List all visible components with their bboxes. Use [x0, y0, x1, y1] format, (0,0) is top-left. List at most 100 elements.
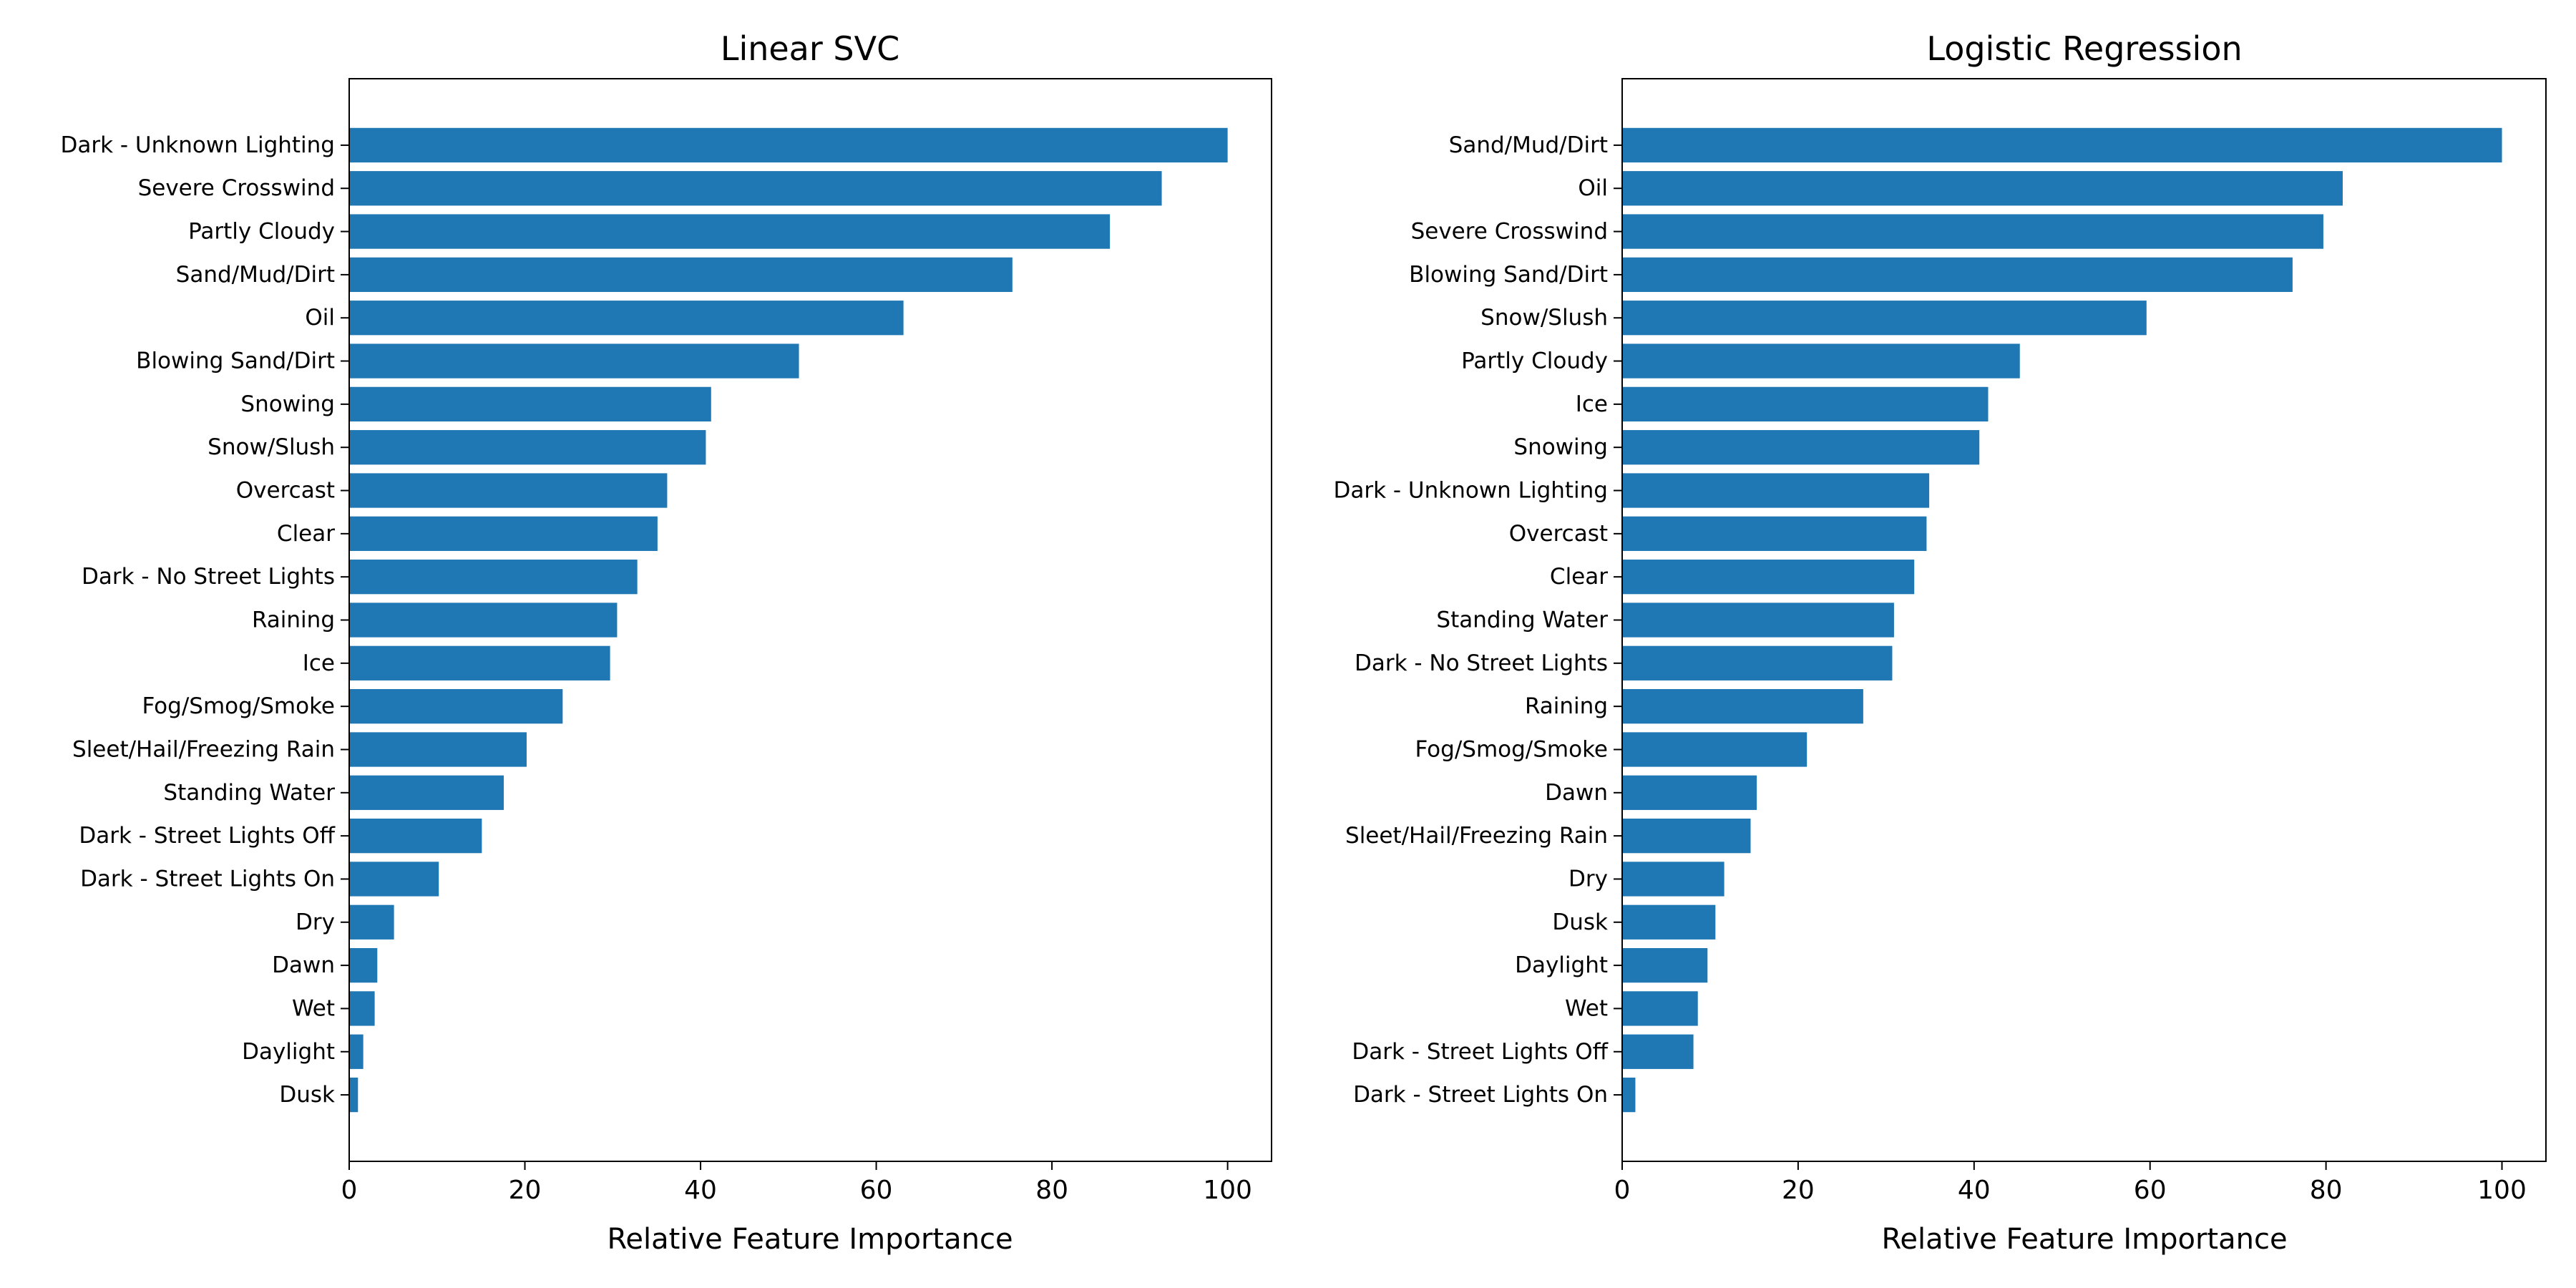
plot-frame: [1621, 78, 2547, 1162]
x-tick-label: 100: [1203, 1176, 1252, 1205]
bar: [1622, 862, 1724, 897]
bar: [349, 991, 375, 1026]
bar: [1622, 991, 1698, 1026]
y-tick-label: Blowing Sand/Dirt: [136, 348, 335, 374]
y-tick-label: Dusk: [279, 1082, 335, 1108]
chart-panel-linear-svc: Linear SVC Relative Feature Importance D…: [60, 29, 1272, 1256]
y-tick-label: Daylight: [1515, 952, 1608, 978]
y-tick-label: Dark - Street Lights On: [80, 866, 335, 892]
x-tick-label: 0: [341, 1176, 358, 1205]
y-tick-label: Wet: [1565, 995, 1608, 1021]
bar: [1622, 1077, 1636, 1113]
y-tick-label: Dark - Street Lights Off: [1352, 1039, 1608, 1065]
bar: [349, 689, 563, 724]
bar: [1622, 947, 1708, 983]
bar: [349, 775, 504, 810]
x-axis-label: Relative Feature Importance: [1881, 1223, 2287, 1256]
y-tick-label: Dark - Unknown Lighting: [1333, 478, 1608, 504]
bar: [349, 430, 706, 465]
y-tick-label: Snowing: [240, 391, 335, 417]
y-tick-label: Wet: [292, 995, 335, 1021]
bar: [1622, 214, 2323, 249]
y-tick-label: Snow/Slush: [208, 434, 335, 460]
y-tick-label: Clear: [1550, 564, 1608, 590]
chart-title: Logistic Regression: [1926, 29, 2242, 68]
y-tick-label: Oil: [305, 305, 335, 331]
bar: [349, 516, 658, 551]
bar: [349, 214, 1111, 249]
plot-frame: [348, 78, 1272, 1162]
y-tick-label: Partly Cloudy: [1461, 348, 1608, 374]
bar: [1622, 645, 1893, 680]
y-tick-label: Standing Water: [163, 780, 335, 806]
bar: [349, 1034, 364, 1069]
bar: [349, 127, 1228, 163]
y-tick-label: Dark - No Street Lights: [82, 564, 335, 590]
y-tick-label: Sleet/Hail/Freezing Rain: [72, 736, 335, 762]
y-tick-label: Sand/Mud/Dirt: [176, 262, 335, 288]
x-tick-label: 20: [1782, 1176, 1815, 1205]
y-tick-label: Overcast: [236, 478, 335, 504]
bar: [349, 473, 668, 508]
y-tick-label: Clear: [277, 521, 335, 547]
y-tick-label: Dark - Street Lights On: [1353, 1082, 1608, 1108]
bar: [349, 645, 610, 680]
bar: [349, 904, 394, 940]
chart-title: Linear SVC: [721, 29, 899, 68]
x-tick-label: 60: [2134, 1176, 2167, 1205]
y-tick-label: Dark - Unknown Lighting: [60, 132, 335, 158]
x-tick-label: 80: [1035, 1176, 1068, 1205]
y-tick-label: Fog/Smog/Smoke: [1415, 736, 1608, 762]
bar: [1622, 343, 2020, 379]
y-tick-label: Dusk: [1552, 909, 1608, 935]
x-tick-label: 40: [1958, 1176, 1991, 1205]
bar: [1622, 473, 1930, 508]
y-tick-label: Raining: [1525, 693, 1608, 719]
x-tick-label: 100: [2477, 1176, 2527, 1205]
bar: [349, 560, 638, 595]
y-tick-label: Dark - Street Lights Off: [79, 823, 335, 849]
bar: [349, 343, 799, 379]
y-tick-label: Overcast: [1509, 521, 1608, 547]
y-tick-label: Daylight: [242, 1039, 335, 1065]
y-tick-label: Severe Crosswind: [138, 175, 335, 201]
x-axis-label: Relative Feature Importance: [607, 1223, 1013, 1256]
y-tick-label: Snow/Slush: [1480, 305, 1608, 331]
y-tick-label: Dry: [1568, 866, 1608, 892]
y-tick-label: Raining: [252, 608, 335, 633]
bar: [1622, 819, 1751, 854]
bar: [349, 819, 482, 854]
x-tick-label: 0: [1614, 1176, 1631, 1205]
bar: [1622, 732, 1807, 767]
bar: [349, 1077, 358, 1113]
y-tick-label: Ice: [303, 650, 335, 676]
bar: [1622, 301, 2147, 336]
x-tick-label: 20: [509, 1176, 542, 1205]
y-tick-label: Dry: [296, 909, 335, 935]
y-tick-label: Standing Water: [1436, 608, 1608, 633]
bar: [349, 602, 618, 638]
bar: [1622, 430, 1980, 465]
bar: [1622, 127, 2502, 163]
y-tick-label: Dawn: [272, 952, 335, 978]
y-tick-label: Oil: [1578, 175, 1608, 201]
bar: [1622, 560, 1915, 595]
y-tick-label: Severe Crosswind: [1411, 219, 1608, 245]
bar: [1622, 257, 2293, 293]
bar: [1622, 1034, 1694, 1069]
bar: [1622, 386, 1989, 421]
bar: [1622, 689, 1863, 724]
y-tick-label: Fog/Smog/Smoke: [142, 693, 335, 719]
y-tick-label: Sleet/Hail/Freezing Rain: [1345, 823, 1608, 849]
bar: [1622, 602, 1894, 638]
y-tick-label: Snowing: [1513, 434, 1608, 460]
y-tick-label: Partly Cloudy: [188, 219, 335, 245]
bar: [349, 386, 711, 421]
x-tick-label: 60: [860, 1176, 893, 1205]
bar: [1622, 171, 2343, 206]
x-tick-label: 80: [2310, 1176, 2343, 1205]
y-tick-label: Blowing Sand/Dirt: [1409, 262, 1608, 288]
x-tick-label: 40: [684, 1176, 717, 1205]
bar: [349, 947, 378, 983]
